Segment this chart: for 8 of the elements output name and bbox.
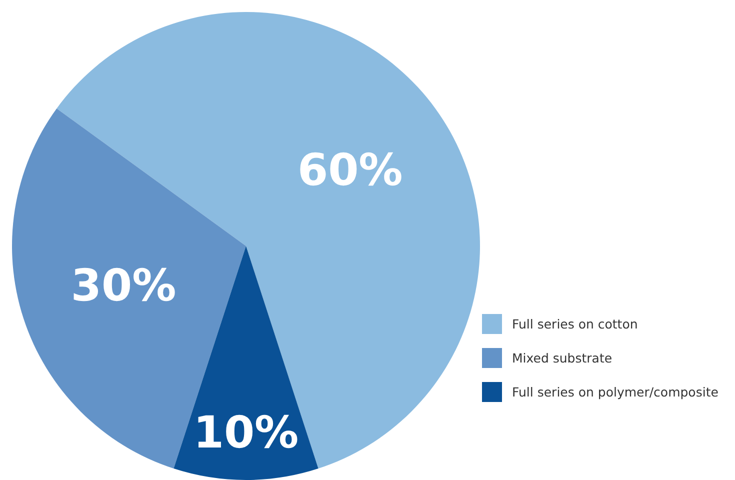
data-label: 10% xyxy=(193,408,299,459)
legend-label: Full series on polymer/composite xyxy=(512,384,719,400)
data-label: 30% xyxy=(70,260,176,312)
pie-slice xyxy=(174,246,318,480)
data-label: 60% xyxy=(297,144,403,196)
legend-label: Mixed substrate xyxy=(512,350,612,366)
pie-slice xyxy=(56,12,480,469)
legend-label: Full series on cotton xyxy=(512,316,638,332)
